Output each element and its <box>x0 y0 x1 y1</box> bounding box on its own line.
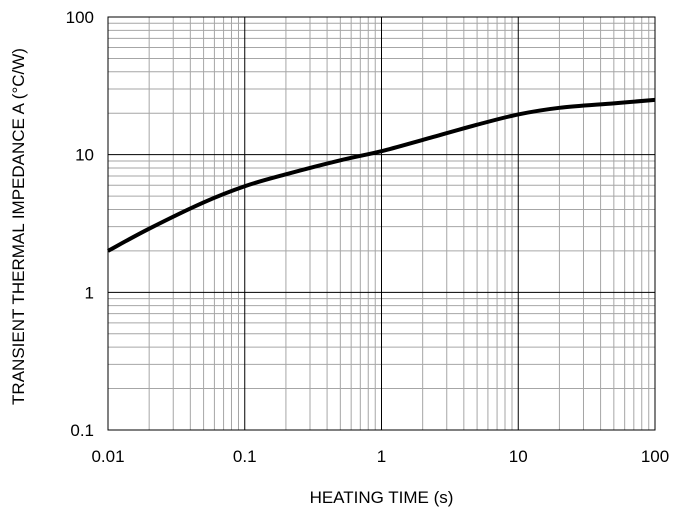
y-tick-label: 0.1 <box>70 421 94 440</box>
x-tick-label: 0.01 <box>91 447 124 466</box>
x-tick-label: 100 <box>641 447 669 466</box>
y-axis-label: TRANSIENT THERMAL IMPEDANCE A (°C/W) <box>9 48 28 405</box>
x-axis-label: HEATING TIME (s) <box>310 488 454 507</box>
y-tick-label: 100 <box>66 8 94 27</box>
x-tick-label: 1 <box>377 447 386 466</box>
plot-frame <box>107 16 656 431</box>
series-line-0 <box>107 97 656 253</box>
y-tick-label: 10 <box>75 146 94 165</box>
x-tick-label: 0.1 <box>233 447 257 466</box>
y-tick-label: 1 <box>85 283 94 302</box>
y-tick-labels: 0.1 1 10 100 <box>66 8 94 440</box>
x-tick-label: 10 <box>509 447 528 466</box>
series-layer <box>107 97 656 253</box>
x-tick-labels: 0.01 0.1 1 10 100 <box>91 447 669 466</box>
